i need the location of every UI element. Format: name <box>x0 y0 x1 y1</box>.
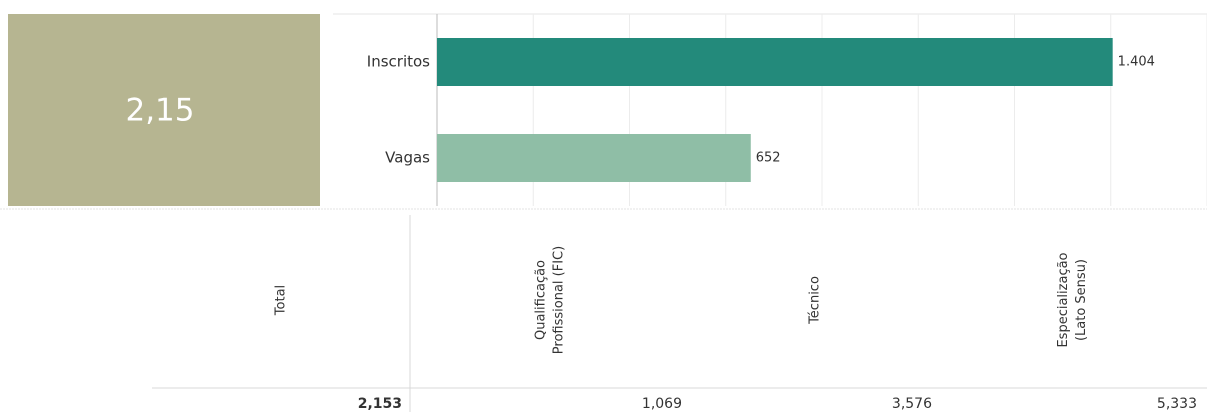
y-tick-label: Inscritos <box>367 53 430 71</box>
table-cell: 2,153 <box>358 396 402 412</box>
data-label: 1.404 <box>1118 55 1155 70</box>
bar <box>437 134 751 182</box>
column-header: Profissional (FIC) <box>552 246 567 354</box>
column-header: (Lato Sensu) <box>1074 259 1089 341</box>
y-tick-label: Vagas <box>385 149 430 167</box>
column-header: Técnico <box>808 276 823 325</box>
table: Total 2,153 Qualificação Profissional (FIC)… <box>274 246 1198 412</box>
bar-chart: Inscritos 1.404 Vagas 652 <box>367 14 1207 206</box>
column-header: Especialização <box>1056 252 1071 347</box>
table-cell: 5,333 <box>1157 396 1197 412</box>
table-cell: 3,576 <box>892 396 932 412</box>
data-label: 652 <box>756 151 781 166</box>
column-header: Qualificação <box>534 260 549 340</box>
kpi-value: 2,15 <box>125 93 194 129</box>
bar <box>437 38 1113 86</box>
kpi-tile <box>8 14 320 206</box>
column-header: Total <box>274 285 289 316</box>
table-cell: 1,069 <box>642 396 682 412</box>
